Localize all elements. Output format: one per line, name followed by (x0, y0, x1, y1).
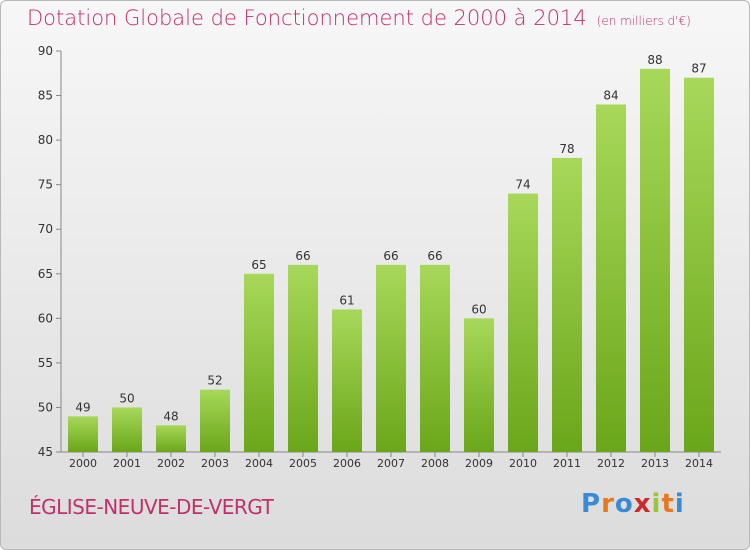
x-tick-label: 2014 (685, 457, 713, 470)
y-tick-label: 90 (38, 44, 53, 58)
y-tick-label: 70 (38, 222, 53, 236)
bar-value-label: 52 (207, 374, 222, 388)
bar (596, 104, 626, 452)
bar (156, 425, 186, 452)
bar (112, 407, 142, 452)
commune-name: ÉGLISE-NEUVE-DE-VERGT (29, 495, 274, 519)
bar-value-label: 65 (251, 258, 266, 272)
logo-letter: r (601, 489, 615, 519)
chart-subtitle: (en milliers d'€) (596, 14, 691, 28)
bar (420, 264, 450, 452)
x-tick-label: 2000 (69, 457, 97, 470)
logo-letter: P (581, 489, 602, 519)
y-tick-label: 50 (38, 400, 53, 414)
bar (640, 68, 670, 453)
x-tick-label: 2006 (333, 457, 361, 470)
bar (68, 416, 98, 452)
bar-value-label: 78 (559, 142, 574, 156)
bar (376, 264, 406, 452)
x-tick-label: 2010 (509, 457, 537, 470)
x-tick-label: 2008 (421, 457, 449, 470)
bar (684, 77, 714, 452)
x-tick-label: 2002 (157, 457, 185, 470)
chart-title: Dotation Globale de Fonctionnement de 20… (27, 6, 691, 30)
logo-letter: i (674, 489, 685, 519)
bar (288, 264, 318, 452)
y-tick-label: 45 (38, 445, 53, 459)
logo-letter: x (633, 489, 652, 519)
x-tick-label: 2011 (553, 457, 581, 470)
bar (244, 273, 274, 452)
y-tick-label: 75 (38, 178, 53, 192)
x-tick-label: 2007 (377, 457, 405, 470)
x-tick-label: 2004 (245, 457, 273, 470)
chart-title-text: Dotation Globale de Fonctionnement de 20… (27, 6, 587, 30)
bar-value-label: 66 (295, 249, 310, 263)
bar-value-label: 50 (119, 391, 134, 405)
y-tick-label: 65 (38, 267, 53, 281)
y-tick-label: 55 (38, 356, 53, 370)
bar-value-label: 84 (603, 88, 618, 102)
x-tick-label: 2009 (465, 457, 493, 470)
bar (332, 309, 362, 452)
bar-value-label: 49 (75, 400, 90, 414)
logo-letter: i (651, 489, 662, 519)
bar-value-label: 66 (427, 249, 442, 263)
bar-value-label: 66 (383, 249, 398, 263)
x-tick-label: 2003 (201, 457, 229, 470)
logo-letter: o (614, 489, 634, 519)
bar-value-label: 60 (471, 302, 486, 316)
x-tick-label: 2013 (641, 457, 669, 470)
bar-value-label: 48 (163, 409, 178, 423)
y-tick-label: 60 (38, 311, 53, 325)
y-tick-label: 80 (38, 133, 53, 147)
bar (508, 193, 538, 453)
y-tick-label: 85 (38, 89, 53, 103)
bar-value-label: 74 (515, 178, 530, 192)
x-tick-label: 2001 (113, 457, 141, 470)
logo-letter: t (661, 489, 675, 519)
bar-value-label: 61 (339, 293, 354, 307)
bar (552, 157, 582, 452)
x-tick-label: 2012 (597, 457, 625, 470)
bar-value-label: 87 (691, 62, 706, 76)
bar-value-label: 88 (647, 53, 662, 67)
bar (464, 318, 494, 452)
x-tick-label: 2005 (289, 457, 317, 470)
bar (200, 389, 230, 452)
proxiti-logo: Proxiti (581, 489, 685, 519)
